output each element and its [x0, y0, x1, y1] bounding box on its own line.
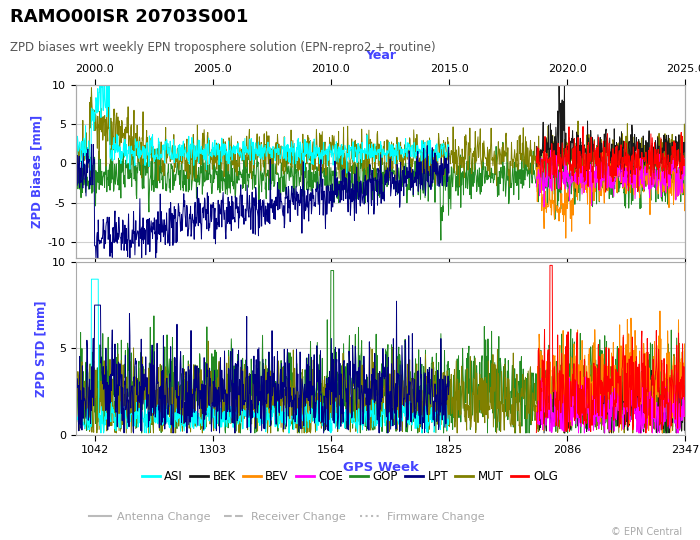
- Text: ZPD biases wrt weekly EPN troposphere solution (EPN-repro2 + routine): ZPD biases wrt weekly EPN troposphere so…: [10, 40, 436, 53]
- Y-axis label: ZPD STD [mm]: ZPD STD [mm]: [35, 300, 48, 396]
- X-axis label: Year: Year: [365, 49, 396, 62]
- Y-axis label: ZPD Biases [mm]: ZPD Biases [mm]: [31, 114, 43, 228]
- X-axis label: GPS Week: GPS Week: [342, 461, 419, 474]
- Legend: ASI, BEK, BEV, COE, GOP, LPT, MUT, OLG: ASI, BEK, BEV, COE, GOP, LPT, MUT, OLG: [137, 466, 563, 488]
- Text: © EPN Central: © EPN Central: [611, 527, 682, 537]
- Legend: Antenna Change, Receiver Change, Firmware Change: Antenna Change, Receiver Change, Firmwar…: [85, 508, 489, 526]
- Text: RAMO00ISR 20703S001: RAMO00ISR 20703S001: [10, 8, 249, 26]
